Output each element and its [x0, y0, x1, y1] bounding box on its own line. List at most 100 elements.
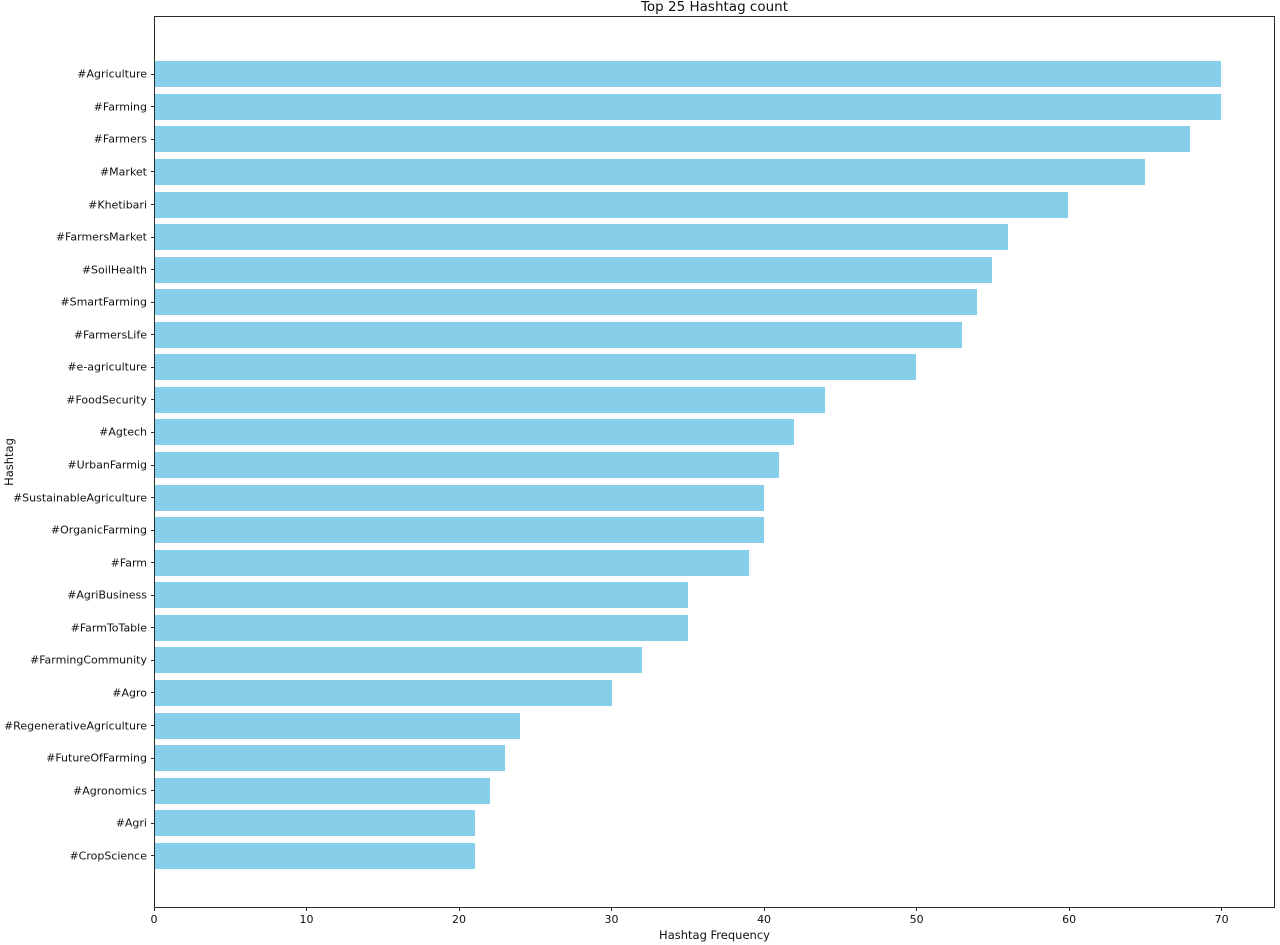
bar-row: #SustainableAgriculture — [13, 481, 1274, 514]
bar-row: #CropScience — [69, 840, 1274, 873]
bar — [155, 386, 825, 413]
bar — [155, 679, 612, 706]
bar-row: #FarmersLife — [74, 319, 1274, 352]
y-tick — [151, 822, 155, 824]
y-tick-label: #Agriculture — [77, 67, 147, 81]
bar — [155, 582, 688, 609]
y-tick — [151, 138, 155, 140]
y-tick — [151, 301, 155, 303]
bar-row: #FarmingCommunity — [30, 644, 1274, 677]
y-tick — [151, 725, 155, 727]
bar-row: #FutureOfFarming — [46, 742, 1274, 775]
bar — [155, 224, 1008, 251]
bar-row: #Market — [100, 156, 1274, 189]
y-tick — [151, 464, 155, 466]
x-tick-mark — [763, 907, 765, 911]
x-tick-label: 30 — [604, 913, 619, 926]
y-tick — [151, 692, 155, 694]
y-tick-label: #FutureOfFarming — [46, 751, 147, 765]
y-tick — [151, 334, 155, 336]
y-axis-label-text: Hashtag — [2, 438, 16, 486]
bar — [155, 810, 475, 837]
bar-row: #e-agriculture — [67, 351, 1274, 384]
y-tick-label: #RegenerativeAgriculture — [3, 719, 147, 733]
y-tick — [151, 236, 155, 238]
bar-row: #OrganicFarming — [51, 514, 1274, 547]
y-tick-label: #FarmToTable — [70, 621, 147, 635]
plot-area: #Agriculture #Farming #Farmers #Market #Khet… — [4, 16, 1275, 926]
x-tick-mark — [1068, 907, 1070, 911]
bar-rows: #Agriculture #Farming #Farmers #Market #Khet… — [4, 17, 1274, 907]
bar — [155, 517, 764, 544]
x-tick-mark — [306, 907, 308, 911]
y-tick-label: #FarmingCommunity — [30, 653, 147, 667]
bar-row: #FarmersMarket — [56, 221, 1274, 254]
chart-title: Top 25 Hashtag count — [640, 0, 789, 15]
bar-row: #Agri — [116, 807, 1274, 840]
bar — [155, 614, 688, 641]
y-tick-label: #Farmers — [93, 132, 147, 146]
bar — [155, 712, 521, 739]
x-tick-mark — [458, 907, 460, 911]
bar-row: #Agriculture — [77, 58, 1274, 91]
bar-row: #Farmers — [94, 123, 1274, 156]
y-tick-label: #OrganicFarming — [50, 523, 147, 537]
x-tick-label: 0 — [150, 913, 158, 926]
bar — [155, 354, 917, 381]
bar-row: #Farm — [111, 546, 1274, 579]
x-tick-mark — [1221, 907, 1223, 911]
y-tick-label: #Market — [99, 165, 147, 179]
y-tick — [151, 171, 155, 173]
bar — [155, 452, 780, 479]
y-tick — [151, 431, 155, 433]
y-tick-label: #e-agriculture — [67, 360, 147, 374]
bar — [155, 842, 475, 869]
y-tick-label: #UrbanFarmig — [67, 458, 147, 472]
bar-row: #Agro — [112, 677, 1274, 710]
bar — [155, 256, 993, 283]
y-tick-label: #Farm — [110, 556, 147, 570]
bar-row: #RegenerativeAgriculture — [4, 709, 1274, 742]
y-tick-label: #FoodSecurity — [66, 393, 147, 407]
y-tick-label: #FarmersLife — [73, 328, 147, 342]
x-tick-label: 20 — [452, 913, 467, 926]
bar — [155, 321, 962, 348]
y-tick-label: #AgriBusiness — [67, 588, 147, 602]
y-tick-label: #SustainableAgriculture — [12, 491, 147, 505]
y-tick — [151, 269, 155, 271]
y-tick-label: #FarmersMarket — [55, 230, 147, 244]
y-tick-label: #Agronomics — [73, 784, 147, 798]
y-tick — [151, 73, 155, 75]
x-tick-label: 70 — [1214, 913, 1229, 926]
x-tick-label: 50 — [909, 913, 924, 926]
bar — [155, 289, 978, 316]
bar-row: #UrbanFarmig — [67, 449, 1274, 482]
y-tick — [151, 659, 155, 661]
y-tick — [151, 790, 155, 792]
y-tick-label: #SmartFarming — [60, 295, 147, 309]
y-tick — [151, 204, 155, 206]
y-tick — [151, 399, 155, 401]
x-tick-label: 10 — [299, 913, 314, 926]
bar-row: #AgriBusiness — [67, 579, 1274, 612]
x-tick-mark — [916, 907, 918, 911]
y-tick-label: #SoilHealth — [81, 263, 147, 277]
bar — [155, 484, 764, 511]
bar — [155, 61, 1221, 88]
y-tick — [151, 594, 155, 596]
y-tick-label: #Agri — [115, 816, 147, 830]
bar-row: #SoilHealth — [82, 253, 1274, 286]
bar-row: #Khetibari — [88, 188, 1274, 221]
bar-row: #Agtech — [99, 416, 1274, 449]
bar — [155, 745, 506, 772]
x-tick-label: 40 — [757, 913, 772, 926]
bar — [155, 419, 795, 446]
x-axis-label: Hashtag Frequency — [659, 928, 770, 942]
bar-row: #Agronomics — [73, 774, 1274, 807]
bar — [155, 647, 643, 674]
bar — [155, 191, 1069, 218]
bar — [155, 158, 1145, 185]
bar-row: #FoodSecurity — [66, 384, 1274, 417]
x-tick-label: 60 — [1062, 913, 1077, 926]
